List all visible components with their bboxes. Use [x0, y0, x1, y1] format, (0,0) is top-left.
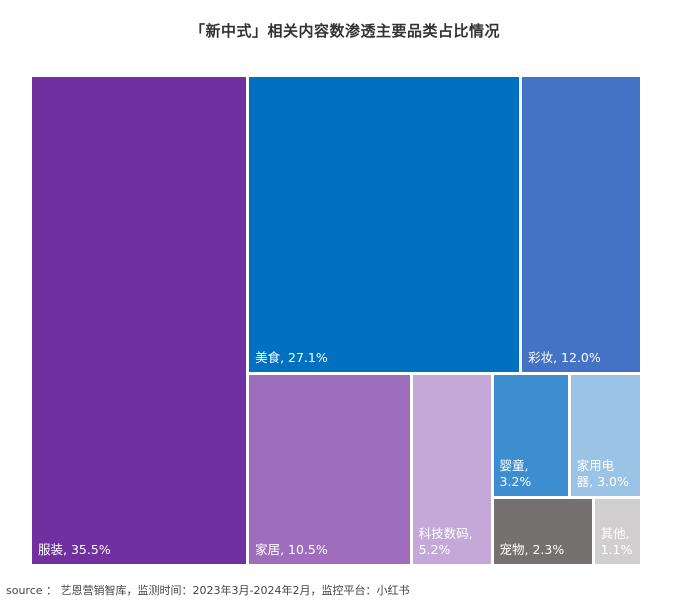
treemap-tile-home: 家居, 10.5%: [249, 374, 410, 564]
tile-label-tech-digital: 科技数码, 5.2%: [418, 526, 473, 557]
chart-title: 「新中式」相关内容数渗透主要品类占比情况: [189, 22, 500, 40]
tile-label-home: 家居, 10.5%: [255, 542, 328, 557]
treemap-tile-appliances: 家用电 器, 3.0%: [570, 374, 640, 496]
treemap-tile-makeup: 彩妆, 12.0%: [522, 77, 640, 372]
tile-label-clothing: 服装, 35.5%: [38, 542, 111, 557]
treemap-tile-pets: 宠物, 2.3%: [493, 498, 592, 564]
source-note: source ： 艺恩营销智库，监测时间：2023年3月-2024年2月，监控平…: [6, 584, 410, 597]
tile-label-makeup: 彩妆, 12.0%: [528, 349, 601, 365]
treemap-tile-clothing: 服装, 35.5%: [32, 77, 247, 564]
tile-label-other: 其他, 1.1%: [600, 525, 633, 557]
tile-label-food: 美食, 27.1%: [255, 349, 328, 365]
tile-label-appliances: 家用电 器, 3.0%: [576, 457, 629, 489]
treemap-tile-baby: 婴童, 3.2%: [493, 374, 568, 496]
tile-label-baby: 婴童, 3.2%: [499, 457, 532, 489]
treemap-tile-tech-digital: 科技数码, 5.2%: [412, 374, 491, 564]
treemap-tile-food: 美食, 27.1%: [249, 77, 520, 372]
treemap-tile-other: 其他, 1.1%: [594, 498, 640, 564]
tile-label-pets: 宠物, 2.3%: [499, 541, 565, 557]
